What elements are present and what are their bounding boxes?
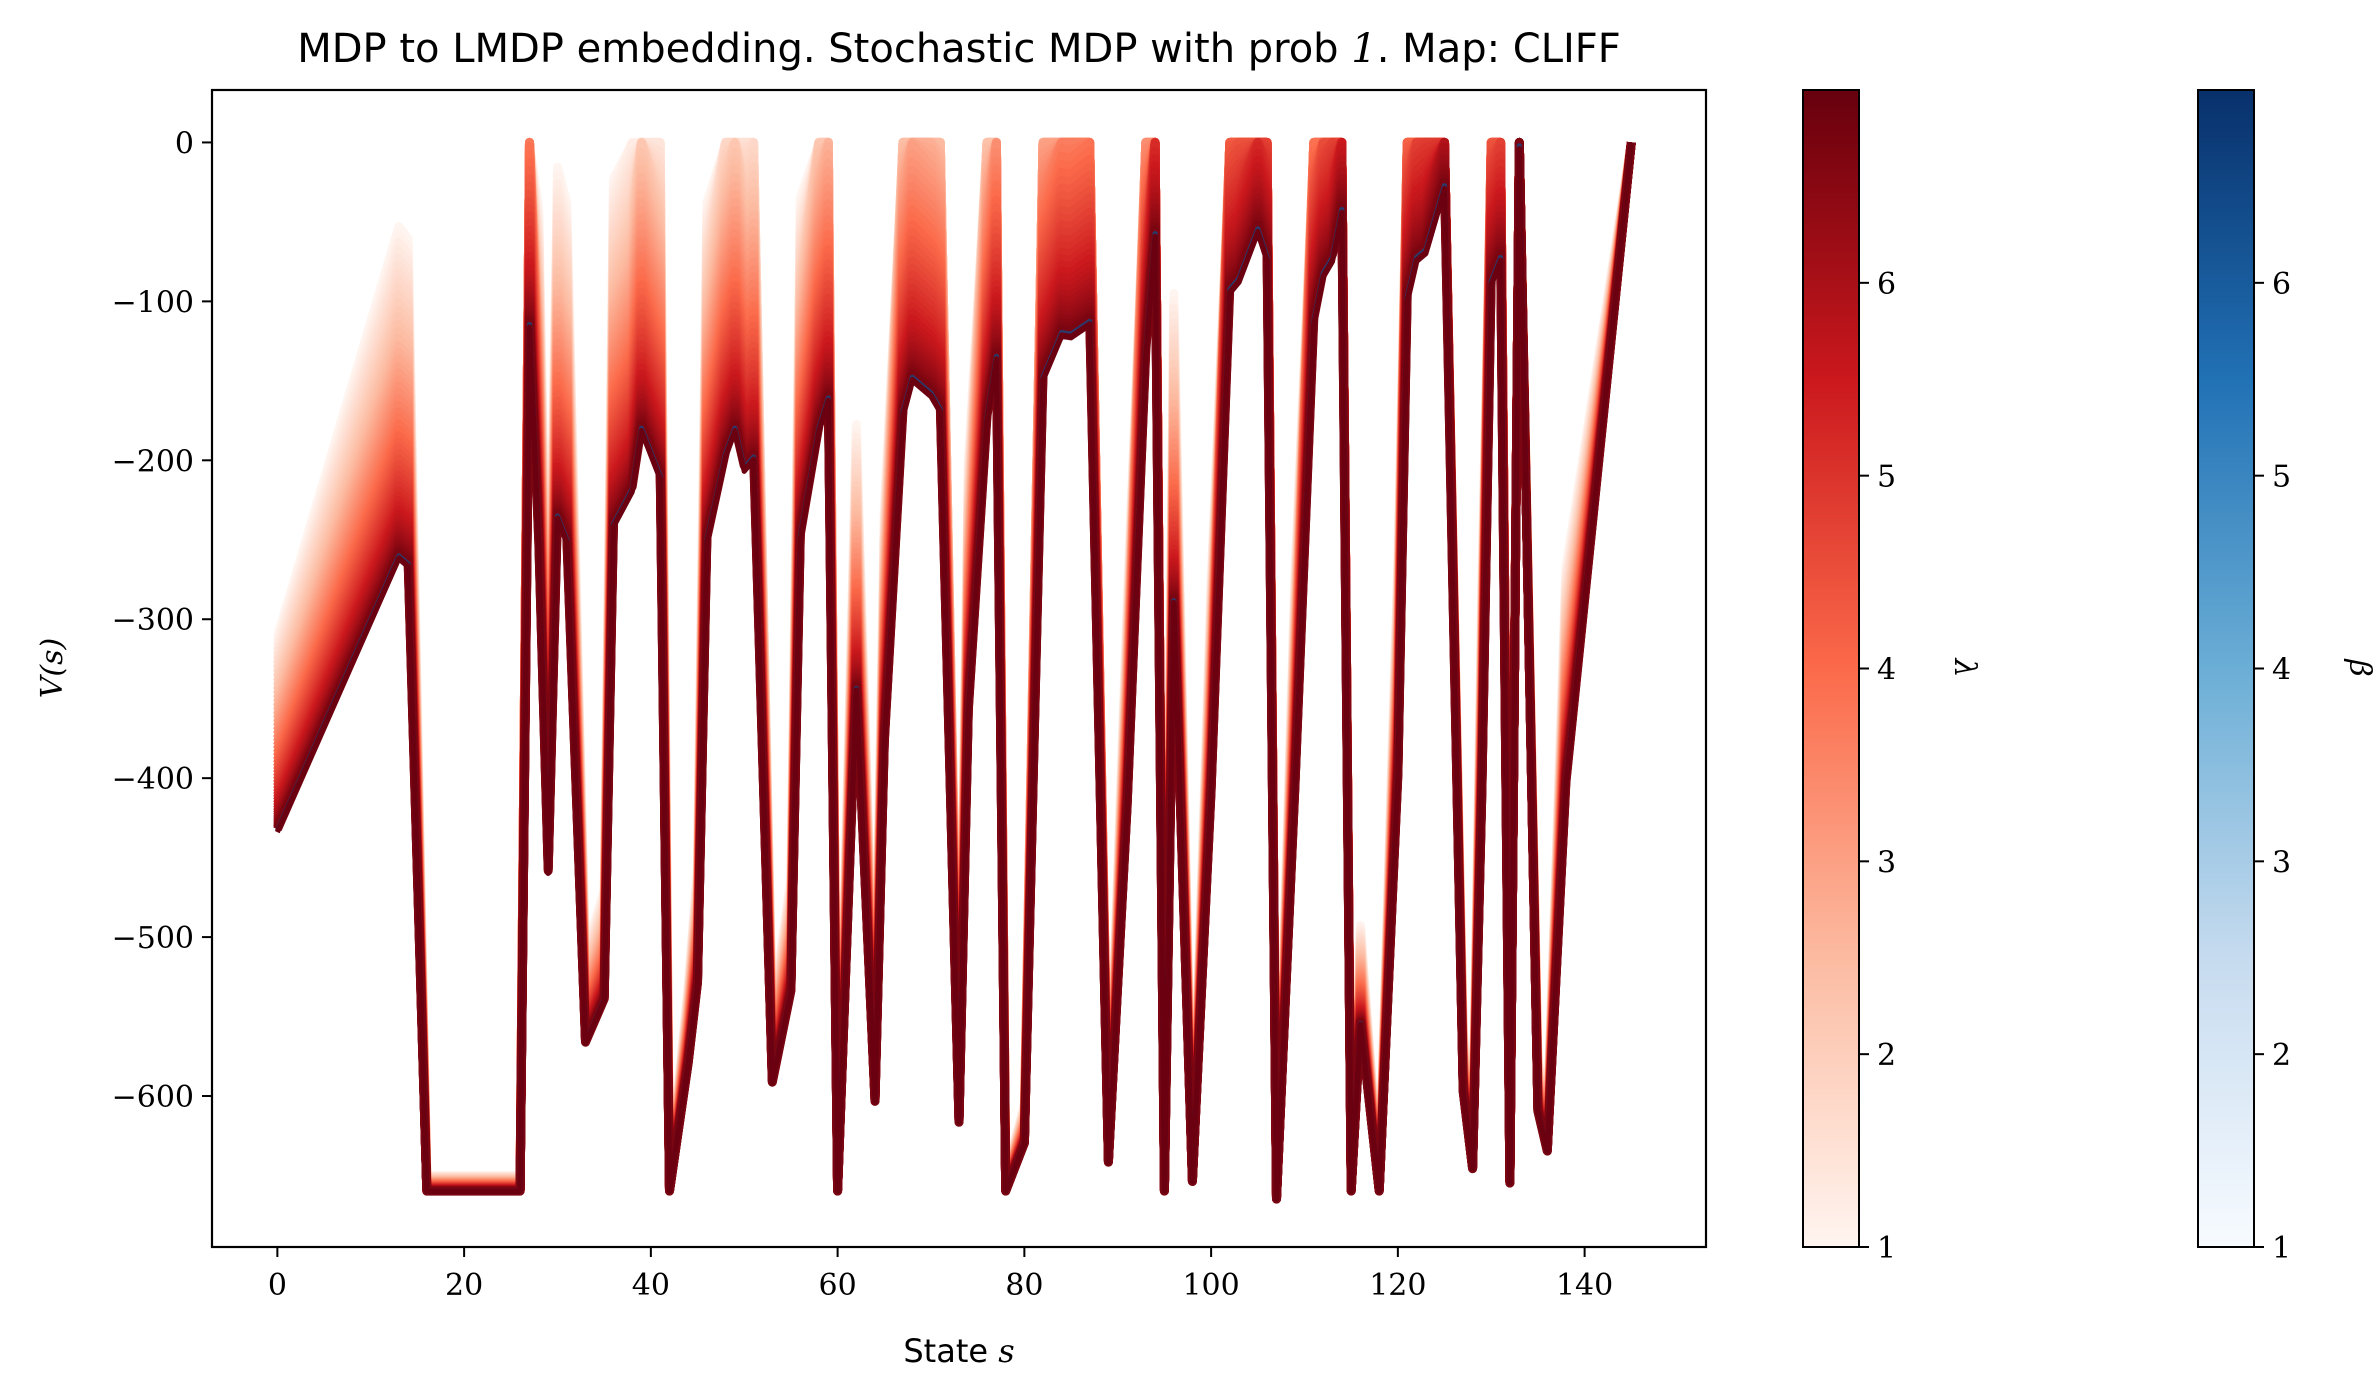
chart-title: MDP to LMDP embedding. Stochastic MDP wi… — [297, 26, 1621, 72]
y-tick-label: −400 — [112, 762, 194, 797]
colorbar-tick-label: 5 — [1877, 460, 1896, 495]
beta-colorbar-label: β — [2342, 658, 2377, 676]
x-tick-label: 0 — [268, 1268, 287, 1303]
y-tick-label: −100 — [112, 285, 194, 320]
x-tick-label: 140 — [1556, 1268, 1613, 1303]
y-tick-label: 0 — [175, 126, 194, 161]
x-axis-label: State s — [903, 1332, 1014, 1370]
colorbar-tick-label: 3 — [2272, 845, 2291, 880]
beta-colorbar-ticks: 1 2 3 4 5 6 — [2254, 267, 2291, 1266]
y-tick-label: −200 — [112, 444, 194, 479]
y-tick-label: −300 — [112, 603, 194, 638]
x-tick-label: 20 — [445, 1268, 483, 1303]
colorbar-tick-label: 4 — [1877, 653, 1896, 688]
colorbar-tick-label: 3 — [1877, 845, 1896, 880]
colorbar-tick-label: 5 — [2272, 460, 2291, 495]
colorbar-tick-label: 4 — [2272, 653, 2291, 688]
plot-frame — [210, 88, 1708, 1249]
y-tick-label: −600 — [112, 1080, 194, 1115]
beta-colorbar — [2197, 89, 2255, 1248]
x-tick-label: 80 — [1005, 1268, 1043, 1303]
lambda-curve — [275, 142, 1634, 1202]
x-tick-label: 100 — [1182, 1268, 1239, 1303]
colorbar-tick-label: 1 — [1877, 1231, 1896, 1266]
colorbar-tick-label: 2 — [1877, 1038, 1896, 1073]
colorbar-tick-label: 1 — [2272, 1231, 2291, 1266]
colorbar-tick-label: 6 — [1877, 267, 1896, 302]
x-tick-label: 40 — [632, 1268, 670, 1303]
y-axis-label: V(s) — [35, 638, 70, 698]
lambda-colorbar — [1802, 89, 1860, 1248]
y-tick-label: −500 — [112, 921, 194, 956]
colorbar-tick-label: 6 — [2272, 267, 2291, 302]
x-tick-label: 60 — [819, 1268, 857, 1303]
lambda-colorbar-label: λ — [1947, 657, 1982, 677]
x-axis-ticks: 0 20 40 60 80 100 120 140 — [268, 1247, 1613, 1303]
y-axis-ticks: 0 −100 −200 −300 −400 −500 −600 — [112, 126, 212, 1115]
lambda-colorbar-ticks: 1 2 3 4 5 6 — [1859, 267, 1896, 1266]
x-tick-label: 120 — [1369, 1268, 1426, 1303]
colorbar-tick-label: 2 — [2272, 1038, 2291, 1073]
plot-area — [273, 137, 1636, 1204]
